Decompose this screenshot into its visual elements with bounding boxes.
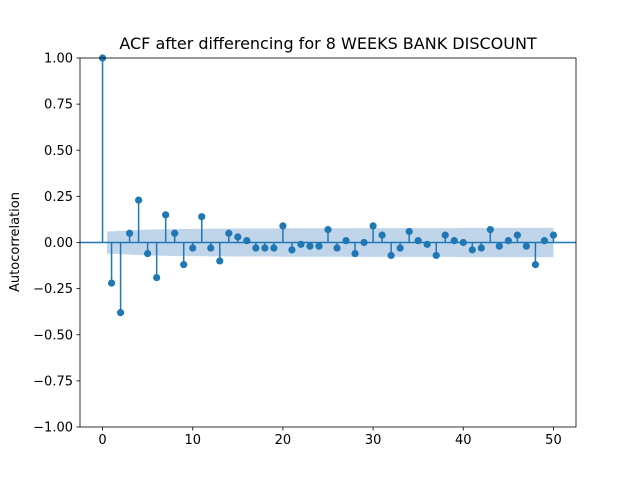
marker-lag-27	[342, 237, 350, 245]
x-tick-label: 20	[275, 433, 292, 448]
marker-lag-5	[144, 249, 152, 258]
marker-lag-2	[116, 309, 125, 317]
marker-lag-45	[504, 237, 512, 245]
chart-title: ACF after differencing for 8 WEEKS BANK …	[119, 34, 537, 53]
marker-lag-16	[243, 237, 251, 245]
marker-lag-8	[171, 229, 179, 237]
marker-lag-18	[261, 244, 269, 252]
marker-lag-30	[369, 222, 377, 230]
stems-layer	[101, 58, 555, 313]
marker-lag-3	[126, 229, 134, 237]
marker-lag-19	[270, 244, 278, 252]
x-tick-label: 30	[365, 433, 382, 448]
y-tick-label: −0.75	[33, 374, 73, 389]
y-tick-label: −0.50	[33, 328, 73, 343]
marker-lag-36	[423, 240, 431, 248]
marker-lag-21	[288, 246, 296, 254]
marker-lag-1	[107, 279, 116, 287]
marker-lag-7	[162, 211, 170, 219]
marker-lag-9	[180, 261, 188, 269]
marker-lag-40	[459, 238, 467, 247]
marker-lag-24	[315, 242, 323, 250]
marker-lag-23	[306, 242, 314, 250]
marker-lag-37	[432, 251, 440, 260]
y-tick-label: 0.50	[44, 144, 73, 159]
marker-lag-46	[513, 231, 521, 239]
marker-lag-11	[198, 213, 206, 221]
marker-lag-14	[225, 229, 233, 237]
marker-lag-35	[414, 237, 422, 245]
y-tick-label: −1.00	[33, 421, 73, 436]
marker-lag-10	[189, 244, 197, 252]
marker-lag-22	[297, 240, 305, 248]
marker-lag-12	[207, 244, 215, 252]
y-axis-label: Autocorrelation	[8, 192, 23, 292]
marker-lag-26	[333, 244, 341, 252]
marker-lag-17	[252, 244, 260, 252]
marker-lag-38	[441, 231, 449, 239]
marker-lag-43	[486, 225, 494, 234]
marker-lag-39	[450, 237, 458, 245]
marker-lag-44	[495, 242, 503, 250]
marker-lag-47	[522, 242, 531, 250]
marker-lag-4	[135, 196, 143, 204]
y-tick-label: 0.25	[44, 190, 73, 205]
x-tick-label: 10	[184, 433, 201, 448]
marker-lag-13	[216, 257, 224, 265]
marker-lag-34	[405, 227, 413, 236]
y-tick-label: 1.00	[44, 52, 73, 67]
marker-lag-48	[531, 261, 540, 269]
marker-lag-42	[477, 244, 485, 252]
y-tick-label: 0.75	[44, 98, 73, 113]
marker-lag-50	[549, 231, 558, 239]
marker-lag-31	[378, 231, 386, 239]
marker-lag-20	[279, 222, 287, 230]
marker-lag-28	[351, 249, 359, 258]
marker-lag-6	[153, 273, 161, 282]
marker-lag-49	[540, 237, 549, 245]
marker-lag-25	[324, 225, 332, 234]
marker-lag-29	[360, 238, 368, 247]
marker-lag-15	[234, 233, 242, 241]
x-tick-label: 0	[98, 433, 106, 448]
axes-layer: 0 10 20 30 40 50 −1.00 −0.75 −0.50 −0.25 0.00 0.25 0…	[33, 52, 577, 448]
marker-lag-32	[387, 251, 395, 260]
markers-layer	[98, 54, 558, 317]
x-tick-label: 50	[545, 433, 562, 448]
marker-lag-33	[396, 244, 404, 252]
marker-lag-41	[468, 246, 476, 254]
y-tick-label: −0.25	[33, 282, 73, 297]
y-tick-label: 0.00	[44, 236, 73, 251]
x-tick-label: 40	[455, 433, 472, 448]
